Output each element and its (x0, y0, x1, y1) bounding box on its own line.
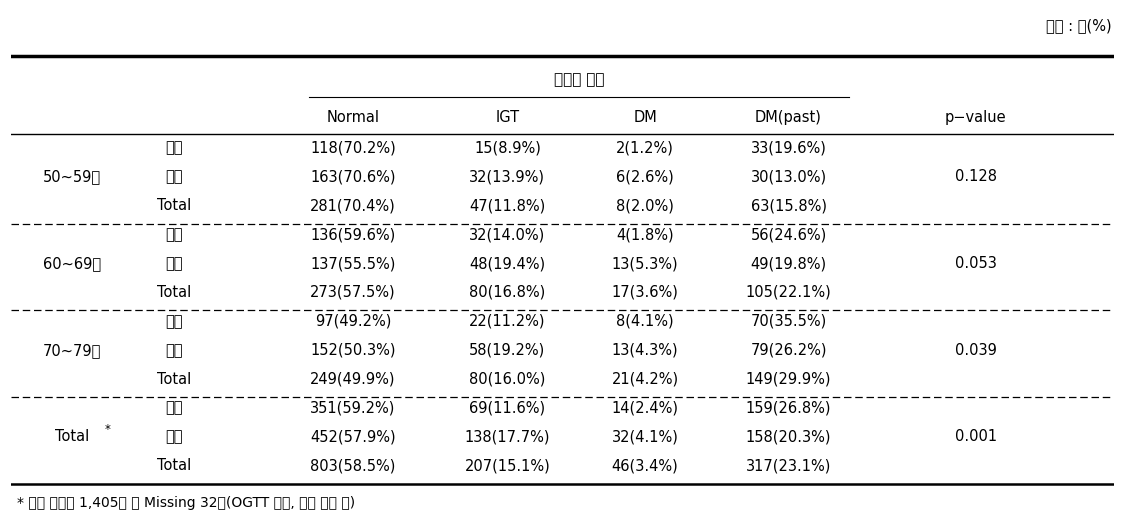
Text: 249(49.9%): 249(49.9%) (310, 372, 396, 387)
Text: 30(13.0%): 30(13.0%) (750, 170, 827, 185)
Text: 118(70.2%): 118(70.2%) (310, 141, 396, 156)
Text: 80(16.0%): 80(16.0%) (469, 372, 546, 387)
Text: 13(4.3%): 13(4.3%) (612, 343, 678, 358)
Text: 남자: 남자 (165, 141, 183, 156)
Text: 단위 : 명(%): 단위 : 명(%) (1046, 18, 1112, 33)
Text: 105(22.1%): 105(22.1%) (746, 285, 831, 300)
Text: 63(15.8%): 63(15.8%) (750, 199, 827, 214)
Text: 149(29.9%): 149(29.9%) (746, 372, 831, 387)
Text: 69(11.6%): 69(11.6%) (469, 401, 546, 416)
Text: 49(19.8%): 49(19.8%) (750, 256, 827, 271)
Text: 159(26.8%): 159(26.8%) (746, 401, 831, 416)
Text: 13(5.3%): 13(5.3%) (612, 256, 678, 271)
Text: 56(24.6%): 56(24.6%) (750, 227, 827, 242)
Text: 163(70.6%): 163(70.6%) (310, 170, 396, 185)
Text: Total: Total (158, 285, 191, 300)
Text: *: * (105, 423, 111, 436)
Text: 32(4.1%): 32(4.1%) (612, 429, 678, 444)
Text: 70(35.5%): 70(35.5%) (750, 314, 827, 329)
Text: 137(55.5%): 137(55.5%) (310, 256, 396, 271)
Text: 158(20.3%): 158(20.3%) (746, 429, 831, 444)
Text: 351(59.2%): 351(59.2%) (310, 401, 396, 416)
Text: DM: DM (633, 110, 657, 125)
Text: 33(19.6%): 33(19.6%) (750, 141, 827, 156)
Text: 당뇨병 진단: 당뇨병 진단 (554, 72, 604, 87)
Text: 207(15.1%): 207(15.1%) (465, 458, 550, 473)
Text: 58(19.2%): 58(19.2%) (469, 343, 546, 358)
Text: IGT: IGT (495, 110, 520, 125)
Text: * 검진 대상자 1,405명 중 Missing 32건(OGTT 거부, 채혈 불가 등): * 검진 대상자 1,405명 중 Missing 32건(OGTT 거부, 채… (17, 496, 354, 510)
Text: 46(3.4%): 46(3.4%) (612, 458, 678, 473)
Text: Total: Total (158, 372, 191, 387)
Text: Total: Total (158, 458, 191, 473)
Text: 97(49.2%): 97(49.2%) (315, 314, 392, 329)
Text: 452(57.9%): 452(57.9%) (310, 429, 396, 444)
Text: 48(19.4%): 48(19.4%) (469, 256, 546, 271)
Text: 14(2.4%): 14(2.4%) (612, 401, 678, 416)
Text: 47(11.8%): 47(11.8%) (469, 199, 546, 214)
Text: 남자: 남자 (165, 401, 183, 416)
Text: 여자: 여자 (165, 170, 183, 185)
Text: 0.128: 0.128 (955, 170, 997, 185)
Text: 4(1.8%): 4(1.8%) (616, 227, 674, 242)
Text: 80(16.8%): 80(16.8%) (469, 285, 546, 300)
Text: 여자: 여자 (165, 429, 183, 444)
Text: 32(13.9%): 32(13.9%) (469, 170, 546, 185)
Text: 2(1.2%): 2(1.2%) (616, 141, 674, 156)
Text: 8(4.1%): 8(4.1%) (616, 314, 674, 329)
Text: 15(8.9%): 15(8.9%) (474, 141, 541, 156)
Text: 803(58.5%): 803(58.5%) (310, 458, 396, 473)
Text: 50~59세: 50~59세 (43, 170, 101, 185)
Text: 0.053: 0.053 (955, 256, 997, 271)
Text: 317(23.1%): 317(23.1%) (746, 458, 831, 473)
Text: 여자: 여자 (165, 343, 183, 358)
Text: Total: Total (158, 199, 191, 214)
Text: 152(50.3%): 152(50.3%) (310, 343, 396, 358)
Text: 70~79세: 70~79세 (43, 343, 101, 358)
Text: Total: Total (55, 429, 89, 444)
Text: 79(26.2%): 79(26.2%) (750, 343, 827, 358)
Text: 남자: 남자 (165, 227, 183, 242)
Text: p−value: p−value (945, 110, 1007, 125)
Text: 21(4.2%): 21(4.2%) (612, 372, 678, 387)
Text: 136(59.6%): 136(59.6%) (310, 227, 396, 242)
Text: 138(17.7%): 138(17.7%) (465, 429, 550, 444)
Text: 32(14.0%): 32(14.0%) (469, 227, 546, 242)
Text: Normal: Normal (326, 110, 379, 125)
Text: DM(past): DM(past) (755, 110, 822, 125)
Text: 남자: 남자 (165, 314, 183, 329)
Text: 17(3.6%): 17(3.6%) (612, 285, 678, 300)
Text: 273(57.5%): 273(57.5%) (310, 285, 396, 300)
Text: 60~69세: 60~69세 (43, 256, 101, 271)
Text: 여자: 여자 (165, 256, 183, 271)
Text: 281(70.4%): 281(70.4%) (310, 199, 396, 214)
Text: 8(2.0%): 8(2.0%) (616, 199, 674, 214)
Text: 0.001: 0.001 (955, 429, 997, 444)
Text: 6(2.6%): 6(2.6%) (616, 170, 674, 185)
Text: 22(11.2%): 22(11.2%) (469, 314, 546, 329)
Text: 0.039: 0.039 (955, 343, 997, 358)
